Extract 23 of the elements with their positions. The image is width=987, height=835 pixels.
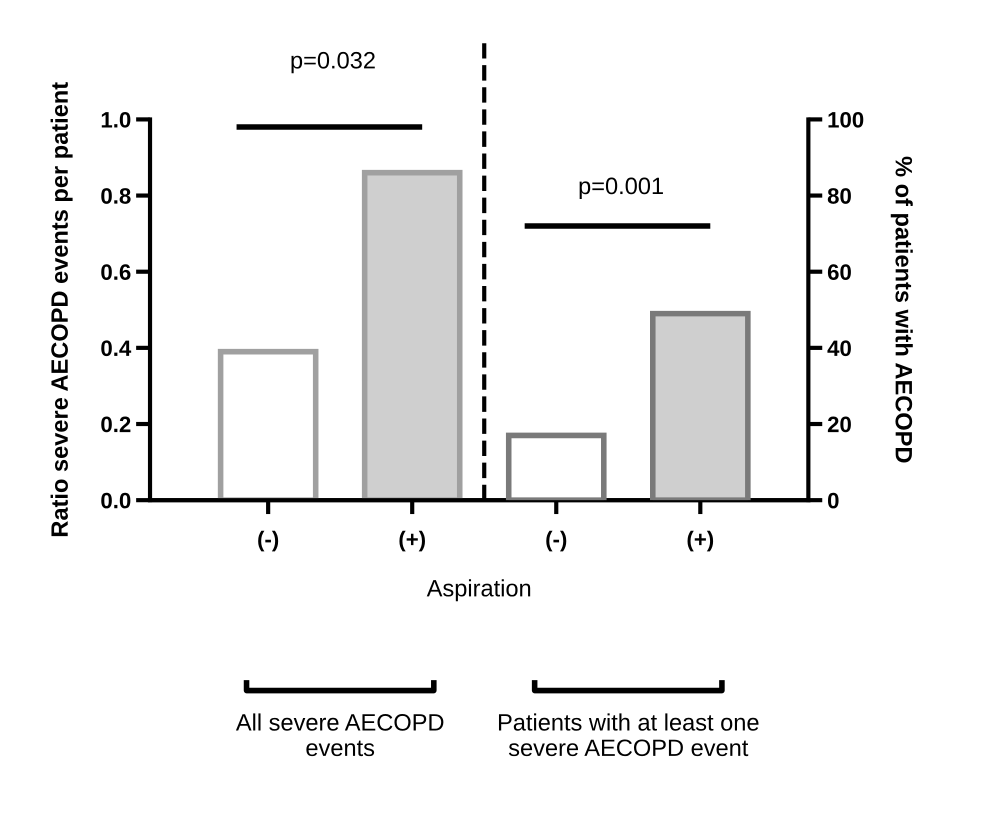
x-tick-label: (+): [688, 530, 714, 552]
x-tick-label: (+): [399, 530, 425, 552]
y-axis-title: Ratio severe AECOPD events per patient: [50, 82, 73, 536]
y-tick-label: 0.6: [101, 264, 130, 280]
text: p=0.032: [291, 52, 375, 74]
y2-tick-label: 40: [827, 340, 851, 356]
y-tick-label: 1.0: [102, 112, 130, 128]
y-tick-label: 0.2: [101, 416, 130, 432]
y2-axis-title: % of patients with AECOPD: [890, 156, 913, 462]
y2-tick-label: 80: [828, 188, 851, 204]
y2-tick-label: 60: [828, 264, 851, 280]
x-tick-label: (-): [546, 530, 566, 552]
y2-tick-label: 20: [828, 416, 851, 432]
y-tick-label: 0.0: [101, 492, 130, 508]
annotation: p=0.001: [580, 178, 663, 199]
y-tick-label: 0.8: [101, 188, 131, 204]
text: Patients with at least one severe AECOPD event: [498, 713, 758, 756]
y2-tick-label: 100: [828, 112, 864, 128]
y2-tick-label: 0: [828, 492, 839, 508]
y-tick-label: 0.4: [101, 340, 132, 356]
x-axis-title: Aspiration: [426, 579, 530, 602]
text: All severe AECOPD events: [236, 713, 444, 756]
x-tick-label: (-): [258, 530, 278, 552]
